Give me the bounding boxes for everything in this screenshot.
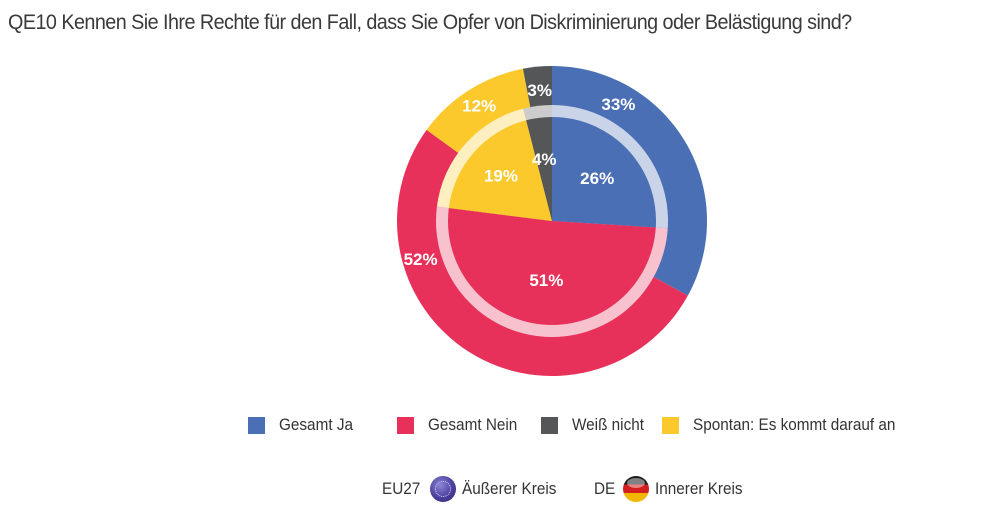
- ring-code: EU27: [382, 479, 421, 498]
- ring-legend-eu27: EU27 Äußerer Kreis: [382, 476, 566, 502]
- ring-code: DE: [594, 479, 616, 498]
- inner-pie-de: [448, 117, 657, 325]
- label-de-2: 19%: [484, 167, 518, 186]
- data-labels: 33% 52% 12% 3% 26% 51% 19% 4%: [404, 81, 636, 290]
- legend-swatch: [397, 416, 415, 434]
- legend-swatch: [248, 416, 265, 434]
- label-de-3: 4%: [532, 150, 557, 169]
- label-eu27-1: 52%: [404, 250, 438, 269]
- legend-item-spontan: Spontan: Es kommt darauf an: [662, 415, 918, 435]
- label-de-0: 26%: [580, 169, 614, 188]
- chart-title: QE10 Kennen Sie Ihre Rechte für den Fall…: [8, 10, 852, 34]
- legend-label: Spontan: Es kommt darauf an: [693, 415, 896, 434]
- legend-item-gesamt-nein: Gesamt Nein: [397, 415, 527, 435]
- label-eu27-3: 3%: [527, 81, 552, 100]
- de-slice-spontan-es-kommt-darauf-an: [448, 120, 552, 221]
- category-legend: Gesamt Ja Gesamt Nein Weiß nicht Spontan…: [248, 415, 918, 435]
- legend-swatch: [662, 416, 680, 434]
- ring-legend-de: DE Innerer Kreis: [594, 476, 752, 502]
- label-eu27-0: 33%: [601, 95, 635, 114]
- legend-label: Weiß nicht: [572, 415, 645, 434]
- eu-flag-icon: [429, 476, 456, 502]
- de-slice-gesamt-nein: [448, 207, 656, 325]
- ring-label: Äußerer Kreis: [461, 479, 556, 498]
- de-slice-wei-nicht: [526, 117, 552, 221]
- legend-item-gesamt-ja: Gesamt Ja: [248, 415, 361, 435]
- label-de-1: 51%: [529, 271, 563, 290]
- germany-flag-icon: [622, 476, 649, 502]
- legend-label: Gesamt Ja: [279, 415, 353, 434]
- label-eu27-2: 12%: [462, 97, 496, 116]
- ring-label: Innerer Kreis: [654, 479, 743, 498]
- legend-swatch: [541, 416, 559, 434]
- de-slice-gesamt-ja: [552, 117, 657, 228]
- legend-item-weiss-nicht: Weiß nicht: [541, 415, 652, 435]
- legend-label: Gesamt Nein: [428, 415, 518, 434]
